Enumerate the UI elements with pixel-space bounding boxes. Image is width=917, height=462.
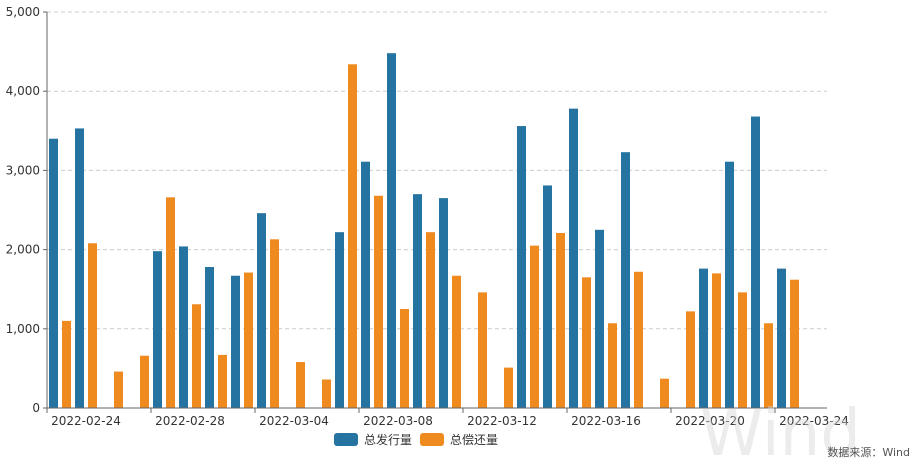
x-tick-label: 2022-03-08 [363, 414, 433, 428]
y-tick-label: 0 [32, 401, 40, 415]
axis-layer: 0 1,000 2,000 3,000 4,000 5,000 2022-02-24 2022… [6, 5, 849, 428]
y-tick-label: 5,000 [6, 5, 40, 19]
bar-repayment [634, 271, 643, 408]
source-note: 数据来源：Wind [827, 445, 910, 459]
bar-issuance [699, 268, 708, 408]
y-tick-label: 4,000 [6, 84, 40, 98]
x-tick-label: 2022-03-16 [571, 414, 641, 428]
bar-repayment [296, 362, 305, 408]
bar-issuance [75, 128, 84, 409]
bar-repayment [556, 232, 565, 408]
bar-issuance [543, 185, 552, 408]
legend-label: 总发行量 [364, 432, 412, 447]
bar-issuance [621, 152, 630, 408]
x-tick-label: 2022-02-28 [155, 414, 225, 428]
x-tick-label: 2022-03-24 [779, 414, 849, 428]
bar-repayment [244, 272, 253, 408]
x-tick-label: 2022-03-04 [259, 414, 329, 428]
bar-layer [49, 53, 799, 409]
bar-repayment [192, 304, 201, 408]
bar-issuance [231, 275, 240, 408]
bar-issuance [595, 229, 604, 408]
bar-issuance [751, 116, 760, 408]
bar-issuance [179, 246, 188, 408]
x-tick-label: 2022-03-20 [675, 414, 745, 428]
grid-layer [47, 11, 827, 330]
legend-swatch [420, 433, 444, 446]
bar-repayment [712, 273, 721, 408]
bar-repayment [322, 379, 331, 408]
legend-swatch [334, 433, 358, 446]
bar-repayment [608, 323, 617, 408]
bar-repayment [530, 245, 539, 408]
bar-issuance [387, 53, 396, 409]
bar-repayment [478, 292, 487, 408]
bar-issuance [569, 108, 578, 409]
bar-repayment [374, 195, 383, 408]
legend: 总发行量 总偿还量 [334, 432, 498, 447]
bar-issuance [205, 267, 214, 408]
bar-issuance [335, 232, 344, 408]
bar-repayment [504, 367, 513, 408]
bar-issuance [725, 161, 734, 408]
y-tick-label: 2,000 [6, 243, 40, 257]
bar-repayment [218, 354, 227, 408]
bar-issuance [361, 161, 370, 408]
bar-issuance [439, 198, 448, 408]
bar-repayment [114, 371, 123, 408]
bar-issuance [777, 268, 786, 408]
bar-repayment [582, 277, 591, 408]
watermark: Wind [700, 397, 861, 462]
bar-repayment [400, 309, 409, 408]
bar-repayment [348, 64, 357, 409]
bar-repayment [166, 197, 175, 408]
bar-repayment [660, 378, 669, 408]
bar-repayment [62, 320, 71, 408]
bar-repayment [764, 323, 773, 408]
x-tick-label: 2022-02-24 [51, 414, 121, 428]
bar-issuance [49, 138, 58, 408]
bar-issuance [413, 194, 422, 408]
bar-issuance [153, 251, 162, 408]
bar-repayment [790, 279, 799, 408]
bar-issuance [517, 126, 526, 409]
bar-repayment [270, 239, 279, 408]
bar-repayment [686, 311, 695, 408]
bar-issuance [257, 213, 266, 408]
bar-repayment [738, 292, 747, 408]
bar-repayment [426, 232, 435, 408]
y-tick-label: 3,000 [6, 163, 40, 177]
legend-label: 总偿还量 [450, 432, 498, 447]
x-tick-label: 2022-03-12 [467, 414, 537, 428]
bar-repayment [140, 355, 149, 408]
bar-repayment [88, 243, 97, 408]
y-tick-label: 1,000 [6, 322, 40, 336]
bar-repayment [452, 275, 461, 408]
